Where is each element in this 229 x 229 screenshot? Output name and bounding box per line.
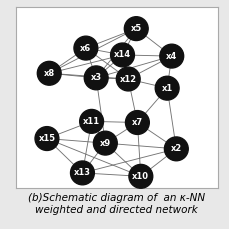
Text: x14: x14 (114, 50, 131, 60)
Circle shape (80, 109, 104, 133)
Circle shape (84, 66, 108, 90)
Text: x3: x3 (91, 73, 102, 82)
Circle shape (125, 111, 149, 134)
Circle shape (129, 164, 153, 188)
Circle shape (74, 36, 98, 60)
Circle shape (93, 131, 117, 155)
Text: x2: x2 (171, 144, 182, 153)
Text: x8: x8 (44, 69, 55, 78)
Circle shape (116, 67, 140, 91)
Circle shape (164, 137, 188, 161)
X-axis label: (b)Schematic diagram of  an κ-NN
weighted and directed network: (b)Schematic diagram of an κ-NN weighted… (28, 193, 205, 215)
Text: x10: x10 (132, 172, 149, 181)
Text: x15: x15 (38, 134, 55, 143)
Text: x4: x4 (166, 52, 177, 61)
Text: x9: x9 (100, 139, 111, 148)
Circle shape (35, 127, 59, 150)
Circle shape (71, 161, 94, 185)
Text: x11: x11 (83, 117, 100, 126)
Circle shape (37, 61, 61, 85)
Circle shape (124, 17, 148, 41)
Circle shape (155, 76, 179, 100)
Text: x7: x7 (132, 118, 143, 127)
Text: x13: x13 (74, 168, 91, 177)
Circle shape (111, 43, 134, 67)
Text: x6: x6 (80, 44, 92, 53)
Text: x1: x1 (161, 84, 173, 93)
Text: x12: x12 (120, 74, 137, 84)
Text: x5: x5 (131, 24, 142, 33)
Circle shape (160, 44, 184, 68)
